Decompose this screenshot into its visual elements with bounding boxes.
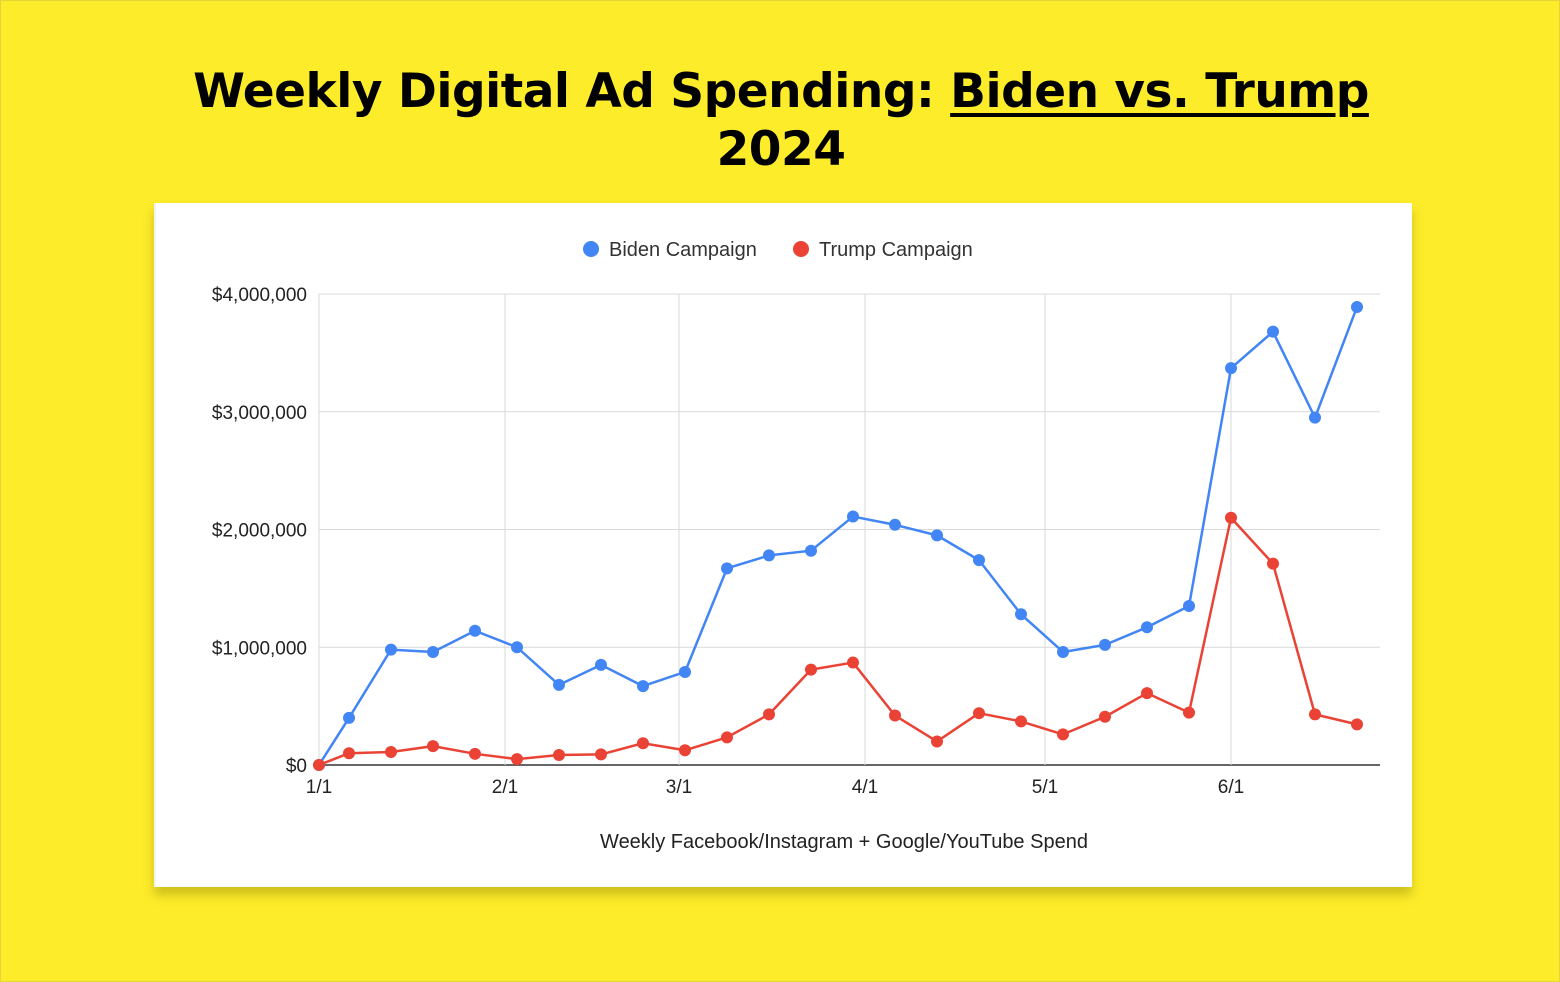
x-tick-label: 4/1 bbox=[852, 777, 878, 798]
data-point-biden bbox=[1351, 300, 1363, 313]
headline-line-2: 2024 bbox=[716, 122, 846, 177]
x-tick-label: 5/1 bbox=[1032, 777, 1058, 798]
y-tick-label: $3,000,000 bbox=[212, 403, 307, 424]
data-point-trump bbox=[1309, 708, 1321, 721]
data-point-trump bbox=[973, 707, 985, 720]
x-tick-label: 2/1 bbox=[492, 777, 518, 798]
headline: Weekly Digital Ad Spending: Biden vs. Tr… bbox=[1, 63, 1560, 179]
data-point-trump bbox=[1351, 718, 1363, 731]
data-point-biden bbox=[637, 680, 649, 693]
data-point-trump bbox=[931, 735, 943, 748]
legend-marker-trump bbox=[793, 241, 809, 257]
data-point-biden bbox=[1309, 411, 1321, 424]
data-point-trump bbox=[1057, 728, 1069, 741]
data-point-trump bbox=[847, 656, 859, 669]
x-tick-label: 6/1 bbox=[1218, 777, 1244, 798]
y-tick-label: $4,000,000 bbox=[212, 285, 307, 306]
series-points bbox=[313, 300, 1363, 771]
data-point-biden bbox=[427, 645, 439, 658]
data-point-biden bbox=[889, 518, 901, 531]
data-point-trump bbox=[595, 748, 607, 761]
data-point-biden bbox=[721, 562, 733, 575]
data-point-trump bbox=[763, 708, 775, 721]
headline-line-1: Weekly Digital Ad Spending: Biden vs. Tr… bbox=[1, 63, 1560, 121]
y-tick-labels: $0 $1,000,000 $2,000,000 $3,000,000 $4,000,0… bbox=[212, 285, 307, 777]
data-point-biden bbox=[679, 665, 691, 678]
data-point-trump bbox=[1225, 511, 1237, 524]
data-point-trump bbox=[385, 746, 397, 759]
data-point-biden bbox=[1225, 362, 1237, 375]
legend: Biden Campaign Trump Campaign bbox=[583, 239, 973, 261]
data-point-trump bbox=[721, 731, 733, 744]
y-tick-label: $1,000,000 bbox=[212, 638, 307, 659]
legend-label-trump: Trump Campaign bbox=[819, 239, 973, 261]
data-point-biden bbox=[1141, 621, 1153, 634]
data-point-biden bbox=[931, 529, 943, 542]
headline-prefix: Weekly Digital Ad Spending: bbox=[193, 64, 951, 119]
data-point-trump bbox=[805, 663, 817, 676]
data-point-trump bbox=[1099, 710, 1111, 723]
x-tick-label: 3/1 bbox=[666, 777, 692, 798]
data-point-biden bbox=[469, 624, 481, 637]
data-point-trump bbox=[469, 747, 481, 760]
series-line-biden bbox=[317, 306, 1359, 766]
y-tick-label: $2,000,000 bbox=[212, 521, 307, 542]
data-point-trump bbox=[1183, 706, 1195, 719]
data-point-trump bbox=[511, 753, 523, 766]
data-point-trump bbox=[889, 709, 901, 722]
data-point-trump bbox=[637, 737, 649, 750]
data-point-trump bbox=[1141, 687, 1153, 700]
data-point-biden bbox=[511, 641, 523, 654]
data-point-biden bbox=[1099, 638, 1111, 651]
data-point-biden bbox=[343, 711, 355, 724]
headline-highlight: Biden vs. Trump bbox=[950, 64, 1369, 119]
data-point-biden bbox=[1057, 645, 1069, 658]
line-chart: $0 $1,000,000 $2,000,000 $3,000,000 $4,000,0… bbox=[154, 203, 1380, 887]
x-axis-title: Weekly Facebook/Instagram + Google/YouTu… bbox=[600, 831, 1088, 853]
data-point-trump bbox=[427, 740, 439, 753]
data-point-trump bbox=[1015, 715, 1027, 728]
data-point-biden bbox=[973, 554, 985, 567]
legend-label-biden: Biden Campaign bbox=[609, 239, 757, 261]
data-point-biden bbox=[595, 658, 607, 671]
series-line-trump bbox=[318, 516, 1358, 767]
data-point-biden bbox=[763, 549, 775, 562]
data-point-trump bbox=[343, 747, 355, 760]
x-tick-label: 1/1 bbox=[306, 777, 332, 798]
x-tick-labels: 1/1 2/1 3/1 4/1 5/1 6/1 bbox=[306, 777, 1244, 798]
y-gridlines bbox=[319, 293, 1380, 766]
data-point-trump bbox=[1267, 557, 1279, 570]
chart-card: $0 $1,000,000 $2,000,000 $3,000,000 $4,000,0… bbox=[154, 203, 1412, 887]
data-point-trump bbox=[679, 744, 691, 757]
y-tick-label: $0 bbox=[286, 756, 307, 777]
legend-marker-biden bbox=[583, 241, 599, 257]
data-point-biden bbox=[847, 510, 859, 523]
series-lines bbox=[317, 306, 1359, 767]
data-point-biden bbox=[385, 643, 397, 656]
data-point-biden bbox=[553, 678, 565, 691]
data-point-trump bbox=[553, 748, 565, 761]
data-point-biden bbox=[805, 544, 817, 557]
data-point-biden bbox=[1015, 608, 1027, 621]
data-point-biden bbox=[1183, 600, 1195, 613]
data-point-biden bbox=[1267, 325, 1279, 338]
data-point-trump bbox=[313, 759, 325, 771]
